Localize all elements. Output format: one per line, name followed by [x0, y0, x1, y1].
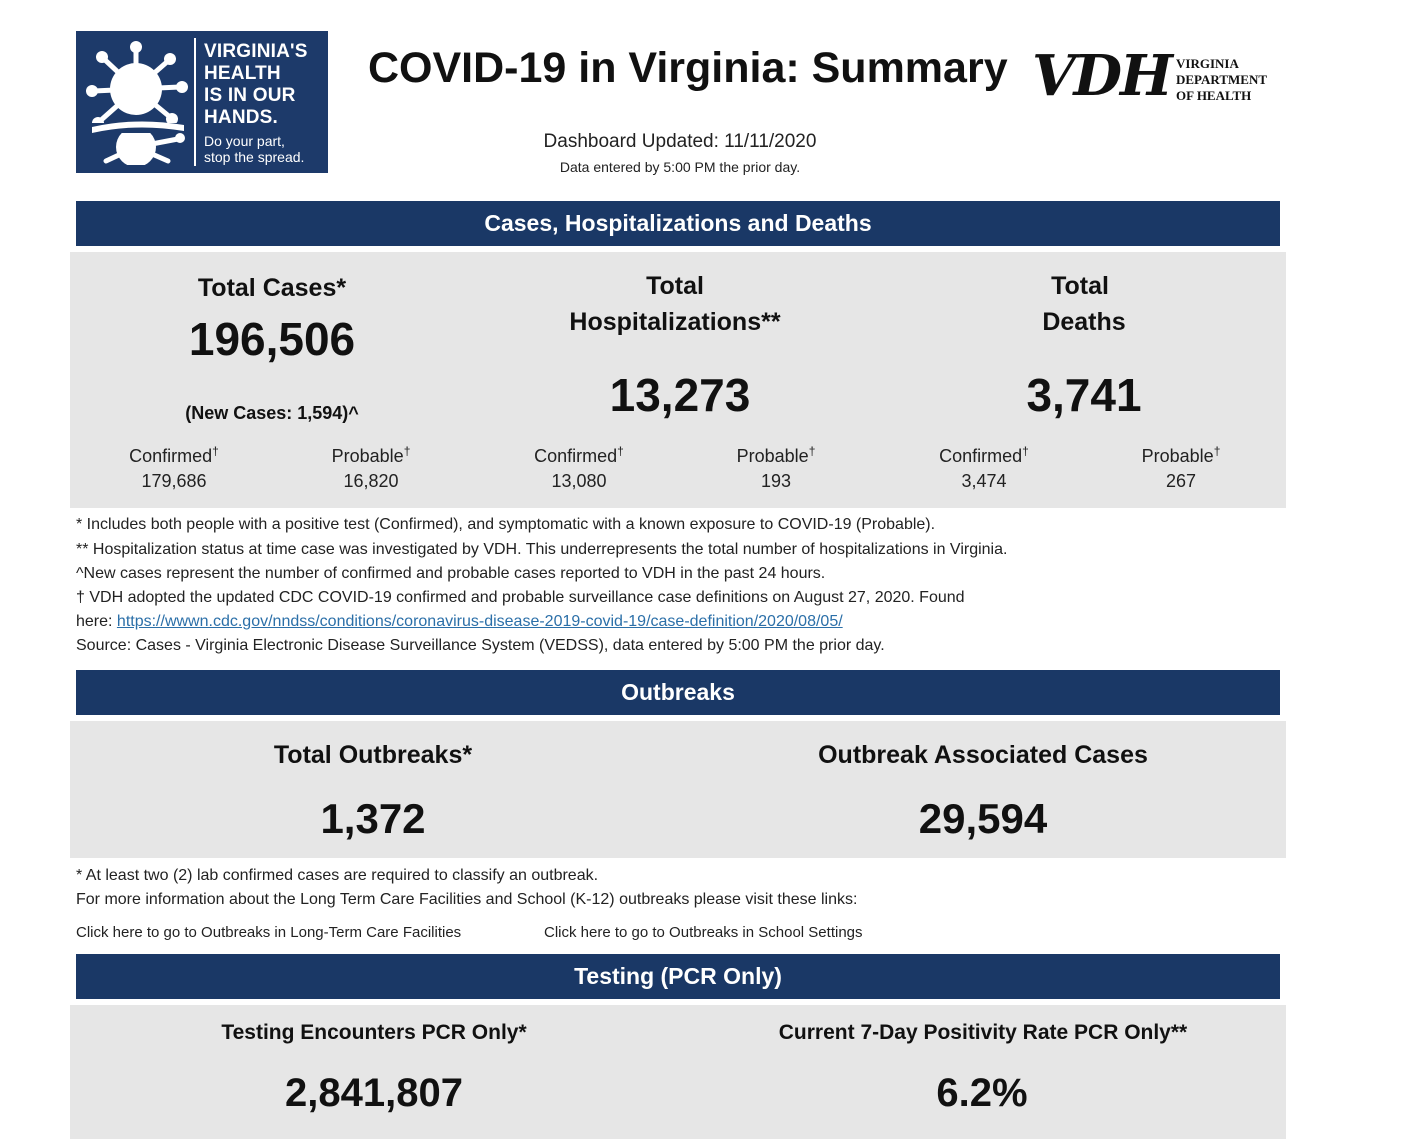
total-hospitalizations-label-line1: Total [646, 272, 704, 300]
page-title: COVID-19 in Virginia: Summary [368, 44, 1008, 92]
outbreaks-panel: Total Outbreaks* 1,372 Outbreak Associat… [70, 721, 1286, 858]
data-entered-note: Data entered by 5:00 PM the prior day. [559, 159, 801, 175]
footnote-link-line: here: https://wwwn.cdc.gov/nndss/conditi… [76, 613, 843, 631]
footnote: * Includes both people with a positive t… [76, 516, 936, 533]
vdh-logo-line: OF HEALTH [1176, 88, 1252, 103]
total-hospitalizations-value: 13,273 [609, 369, 751, 421]
source-note: Source: Cases - Virginia Electronic Dise… [76, 637, 885, 654]
section-banner-outbreaks: Outbreaks [76, 670, 1280, 715]
total-cases-label: Total Cases* [197, 274, 347, 302]
hosp-probable-label: Probable† [736, 444, 816, 466]
positivity-rate-label: Current 7-Day Positivity Rate PCR Only** [778, 1021, 1188, 1044]
school-outbreaks-link[interactable]: Click here to go to Outbreaks in School … [544, 924, 863, 941]
total-outbreaks-label: Total Outbreaks* [273, 741, 473, 769]
logo-text-line: IS IN OUR [204, 85, 296, 106]
logo-text-line: HANDS. [204, 107, 279, 128]
total-cases-value: 196,506 [188, 313, 356, 365]
total-deaths-label-line1: Total [1051, 272, 1109, 300]
logo-divider [194, 38, 196, 166]
outbreak-associated-cases-value: 29,594 [918, 795, 1048, 842]
logo-text-line: VIRGINIA'S [204, 41, 308, 62]
cases-probable-value: 16,820 [343, 471, 399, 491]
vdh-logo-letters: VDH [1032, 43, 1173, 109]
hosp-confirmed-label: Confirmed† [534, 444, 624, 466]
ltc-outbreaks-link[interactable]: Click here to go to Outbreaks in Long-Te… [76, 924, 462, 941]
outbreak-info-note: For more information about the Long Term… [76, 891, 858, 908]
footnote: ^New cases represent the number of confi… [76, 565, 826, 582]
total-deaths-value: 3,741 [1026, 369, 1142, 421]
logo-slogan-line: stop the spread. [204, 149, 305, 165]
total-deaths-label-line2: Deaths [1042, 308, 1126, 336]
dashboard-updated: Dashboard Updated: 11/11/2020 [543, 131, 817, 152]
deaths-probable-label: Probable† [1141, 444, 1221, 466]
cases-panel: Total Cases* 196,506 (New Cases: 1,594)^… [70, 252, 1286, 508]
deaths-confirmed-label: Confirmed† [939, 444, 1029, 466]
new-cases: (New Cases: 1,594)^ [185, 403, 359, 423]
outbreak-associated-cases-label: Outbreak Associated Cases [818, 741, 1148, 769]
testing-encounters-label: Testing Encounters PCR Only* [221, 1021, 527, 1044]
cases-probable-label: Probable† [331, 444, 411, 466]
total-hospitalizations-label-line2: Hospitalizations** [569, 308, 781, 336]
logo-text-line: HEALTH [204, 63, 281, 84]
vdh-logo-line: DEPARTMENT [1176, 72, 1268, 87]
section-banner-testing: Testing (PCR Only) [76, 954, 1280, 999]
hosp-probable-value: 193 [760, 471, 792, 491]
total-outbreaks-value: 1,372 [320, 795, 426, 842]
footnote: † VDH adopted the updated CDC COVID-19 c… [76, 589, 965, 606]
vdh-logo-line: VIRGINIA [1176, 56, 1239, 71]
virus-hands-icon [86, 41, 188, 165]
outbreak-footnote: * At least two (2) lab confirmed cases a… [76, 867, 599, 884]
footnote: ** Hospitalization status at time case w… [76, 541, 1008, 558]
positivity-rate-value: 6.2% [936, 1071, 1028, 1115]
campaign-logo: VIRGINIA'S HEALTH IS IN OUR HANDS. Do yo… [76, 31, 328, 173]
testing-panel: Testing Encounters PCR Only* 2,841,807 C… [70, 1005, 1286, 1139]
testing-encounters-value: 2,841,807 [285, 1071, 463, 1115]
section-banner-cases: Cases, Hospitalizations and Deaths [76, 201, 1280, 246]
cdc-case-definition-link[interactable]: https://wwwn.cdc.gov/nndss/conditions/co… [116, 613, 843, 630]
cases-confirmed-label: Confirmed† [129, 444, 219, 466]
footnote-here-prefix: here: [76, 613, 117, 630]
deaths-probable-value: 267 [1165, 471, 1197, 491]
deaths-confirmed-value: 3,474 [961, 471, 1007, 491]
hosp-confirmed-value: 13,080 [551, 471, 607, 491]
logo-slogan-line: Do your part, [204, 133, 285, 149]
cases-confirmed-value: 179,686 [141, 471, 207, 491]
